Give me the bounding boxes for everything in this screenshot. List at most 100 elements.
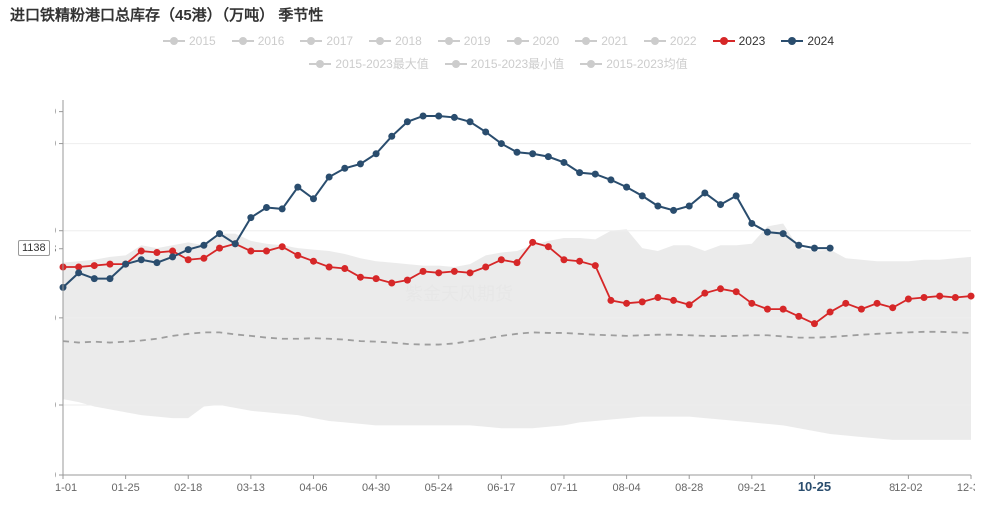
series-marker [936,293,943,300]
series-marker [592,171,599,178]
series-marker [373,275,380,282]
series-marker [827,245,834,252]
series-marker [529,150,536,157]
series-marker [639,192,646,199]
series-marker [827,309,834,316]
legend-item[interactable]: 2018 [369,31,422,51]
series-marker [686,301,693,308]
svg-text:08-04: 08-04 [613,482,641,494]
series-marker [138,256,145,263]
legend-item[interactable]: 2015 [163,31,216,51]
legend-item[interactable]: 2015-2023最大值 [309,54,428,74]
series-marker [169,253,176,260]
series-marker [451,268,458,275]
legend-item[interactable]: 2021 [575,31,628,51]
legend-item[interactable]: 2022 [644,31,697,51]
y-highlight-label: 1138 [18,240,50,256]
svg-text:12-02: 12-02 [894,482,922,494]
series-marker [639,298,646,305]
series-marker [404,118,411,125]
series-marker [623,300,630,307]
series-marker [592,262,599,269]
series-marker [294,252,301,259]
svg-text:01-25: 01-25 [112,482,140,494]
series-marker [263,204,270,211]
series-marker [780,230,787,237]
series-marker [247,214,254,221]
series-marker [764,306,771,313]
series-marker [560,159,567,166]
legend-item[interactable]: 2020 [507,31,560,51]
series-marker [310,195,317,202]
series-marker [514,259,521,266]
series-marker [200,242,207,249]
series-marker [326,173,333,180]
series-marker [514,149,521,156]
legend-item[interactable]: 2016 [232,31,285,51]
svg-text:05-24: 05-24 [425,482,453,494]
series-marker [467,269,474,276]
series-marker [889,304,896,311]
series-marker [795,242,802,249]
series-marker [420,112,427,119]
series-marker [200,255,207,262]
series-marker [748,220,755,227]
series-marker [780,306,787,313]
svg-text:02-18: 02-18 [174,482,202,494]
legend-item[interactable]: 2015-2023均值 [580,54,687,74]
series-marker [717,201,724,208]
svg-text:07-11: 07-11 [550,482,577,494]
legend-item[interactable]: 2019 [438,31,491,51]
legend-item[interactable]: 2015-2023最小值 [445,54,564,74]
series-marker [232,240,239,247]
chart-svg: 359.0600.0900.0113812001500161001-0101-2… [55,95,975,495]
series-marker [874,300,881,307]
series-marker [576,169,583,176]
series-marker [701,189,708,196]
series-marker [811,320,818,327]
series-marker [748,300,755,307]
series-marker [968,293,975,300]
series-marker [373,150,380,157]
series-marker [623,184,630,191]
series-marker [733,288,740,295]
legend-item[interactable]: 2023 [713,31,766,51]
series-marker [858,306,865,313]
svg-text:06-17: 06-17 [487,482,515,494]
svg-text:1200: 1200 [55,224,56,238]
svg-text:09-21: 09-21 [738,482,766,494]
series-marker [576,258,583,265]
series-marker [279,205,286,212]
svg-text:08-28: 08-28 [675,482,703,494]
series-marker [294,184,301,191]
series-marker [388,279,395,286]
series-marker [91,262,98,269]
series-marker [842,300,849,307]
series-marker [451,114,458,121]
svg-text:8: 8 [889,482,895,494]
series-marker [153,259,160,266]
series-marker [498,140,505,147]
series-marker [247,248,254,255]
legend-item[interactable]: 2017 [300,31,353,51]
series-marker [952,294,959,301]
series-marker [420,268,427,275]
series-marker [529,239,536,246]
series-marker [122,261,129,268]
svg-text:04-06: 04-06 [299,482,327,494]
chart-title: 进口铁精粉港口总库存（45港）（万吨） 季节性 [10,4,323,25]
series-marker [905,295,912,302]
series-marker [717,285,724,292]
series-marker [560,256,567,263]
svg-text:1610: 1610 [55,105,56,119]
series-marker [75,269,82,276]
svg-text:1138: 1138 [55,242,56,256]
series-marker [733,192,740,199]
legend-item[interactable]: 2024 [781,31,834,51]
series-marker [216,230,223,237]
series-marker [138,248,145,255]
svg-text:03-13: 03-13 [237,482,265,494]
series-marker [341,165,348,172]
series-marker [921,294,928,301]
series-marker [467,118,474,125]
